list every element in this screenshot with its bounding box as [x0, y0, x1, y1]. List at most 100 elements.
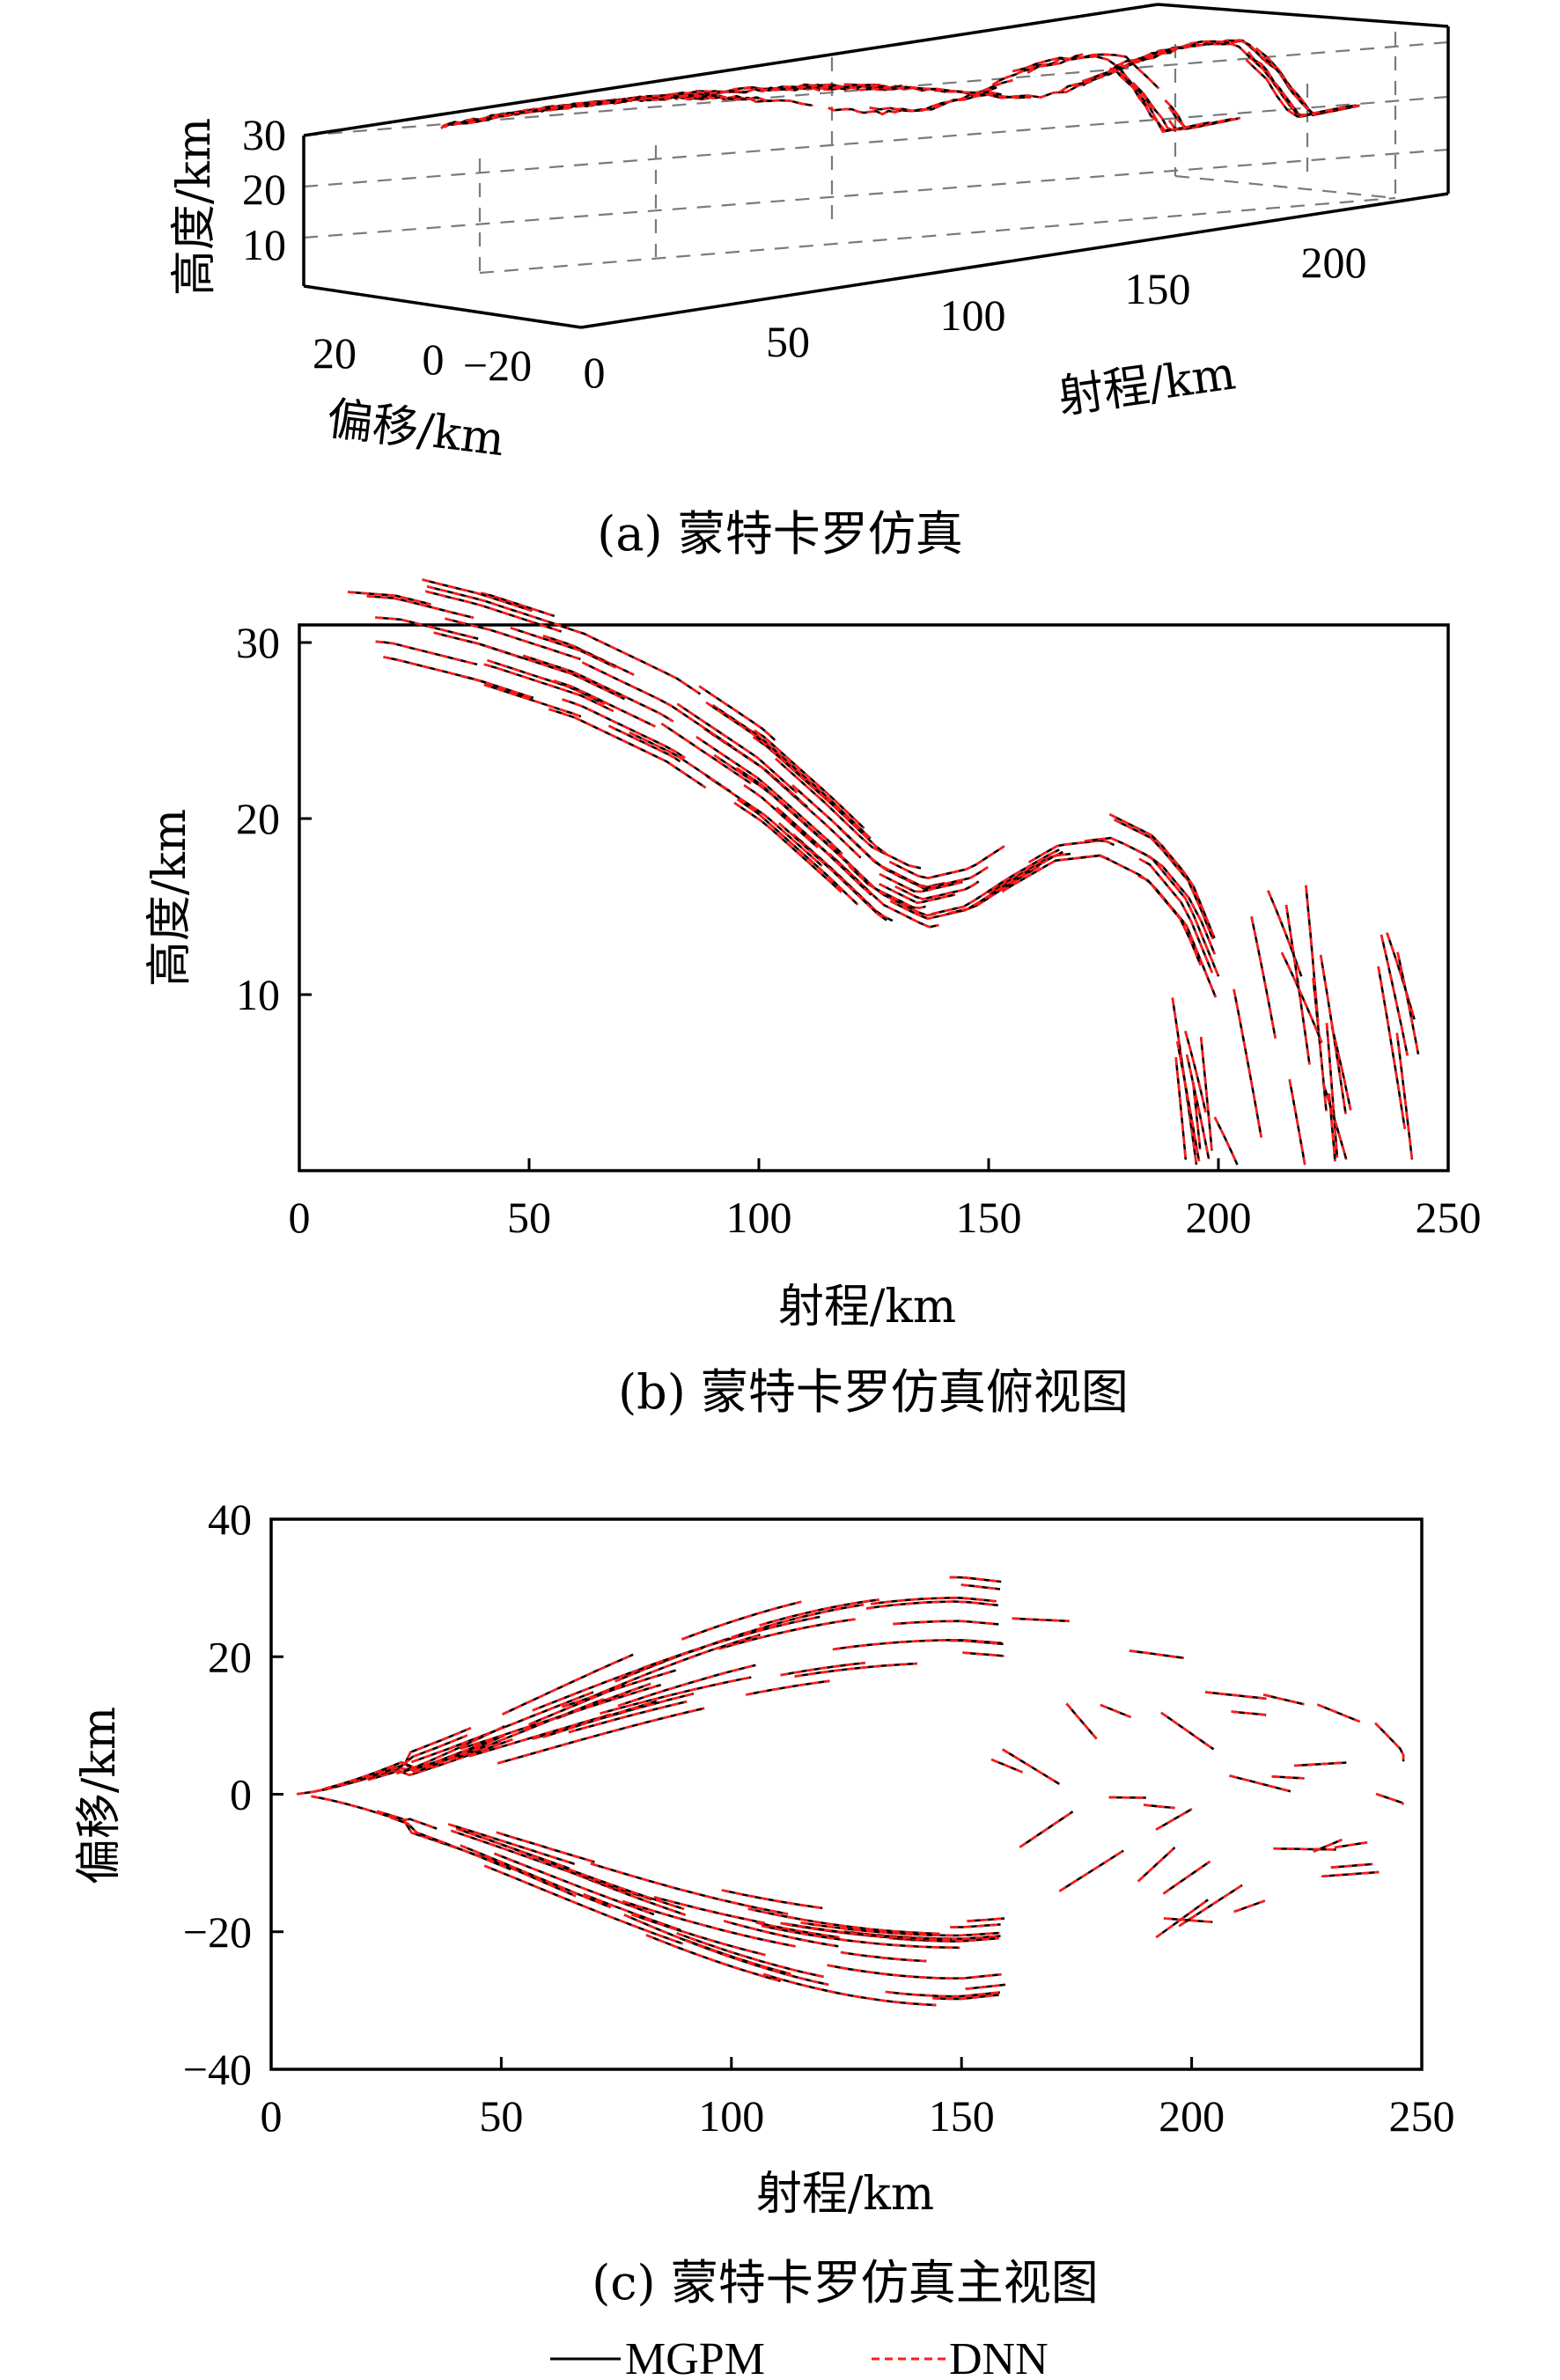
offset-segment-dnn — [759, 1598, 879, 1627]
trajectory-segment-dnn — [548, 708, 707, 789]
panel-a-trajectories — [440, 39, 1360, 134]
descent-segment-dnn — [1233, 988, 1262, 1138]
trajectory-3d-segment-dnn — [1027, 53, 1160, 90]
panel-a-z-label: 高度/km — [168, 118, 221, 296]
panel-b-ticks: 0 50 100 150 200 250 30 20 10 — [236, 618, 1482, 1242]
x-tick-label: 50 — [479, 2091, 523, 2141]
trajectory-3d-segment-dnn — [1280, 91, 1357, 118]
y-tick-label: 20 — [236, 794, 280, 843]
legend-dnn-label: DNN — [949, 2334, 1049, 2380]
scatter-segment-dnn — [1271, 1775, 1305, 1780]
trajectory-segment-dnn — [735, 767, 829, 846]
offset-segment-dnn — [568, 1700, 688, 1734]
panel-b-x-label: 射程/km — [778, 1281, 956, 1333]
trajectory-segment-dnn — [733, 802, 843, 893]
offset-segment-dnn — [800, 1921, 1000, 1937]
trajectory-segment-dnn — [698, 685, 776, 741]
trajectory-segment-dnn — [736, 798, 859, 906]
y-tick-label: −20 — [463, 341, 532, 390]
trajectory-segment-dnn — [775, 757, 922, 870]
x-tick-label: 0 — [584, 348, 606, 397]
offset-segment-mgpm — [323, 1725, 505, 1790]
trajectory-segment-dnn — [828, 844, 937, 917]
panel-b-y-label: 高度/km — [143, 809, 196, 987]
trajectory-3d-segment-dnn — [757, 83, 903, 92]
offset-segment-dnn — [950, 1639, 1004, 1646]
offset-segment-dnn — [885, 1990, 1000, 1998]
panel-b-trajectories — [348, 578, 1420, 1165]
scatter-segment-dnn — [1163, 1917, 1213, 1923]
x-tick-label: 0 — [261, 2091, 283, 2141]
offset-segment-dnn — [450, 1829, 652, 1901]
scatter-segment-dnn — [1204, 1691, 1267, 1701]
trajectory-segment-dnn — [705, 775, 823, 867]
offset-segment-dnn — [497, 1707, 705, 1765]
offset-segment-dnn — [827, 1964, 1002, 1980]
panel-a-ticks: 30 20 10 20 0 −20 0 50 100 150 200 — [242, 110, 1367, 397]
x-tick-label: 100 — [726, 1193, 792, 1242]
trajectory-segment-dnn — [791, 784, 953, 891]
offset-segment-dnn — [460, 1683, 662, 1751]
scatter-segment-dnn — [1374, 1722, 1405, 1762]
x-tick-label: 200 — [1159, 2091, 1225, 2141]
offset-segment-dnn — [962, 1651, 1004, 1657]
offset-segment-dnn — [731, 1603, 865, 1639]
offset-segment-dnn — [762, 1972, 937, 2007]
descent-segment-dnn — [1380, 934, 1409, 1056]
panel-c-caption: (c) 蒙特卡罗仿真主视图 — [592, 2255, 1099, 2310]
scatter-segment-dnn — [1334, 1840, 1368, 1849]
z-tick-label: 10 — [242, 220, 286, 269]
trajectory-segment-dnn — [743, 784, 819, 848]
trajectory-segment-dnn — [581, 661, 736, 750]
offset-segment-dnn — [528, 1684, 626, 1726]
scatter-segment-dnn — [1233, 1899, 1266, 1914]
scatter-segment-dnn — [1316, 1703, 1361, 1723]
trajectory-3d-segment-mgpm — [828, 107, 901, 116]
descent-segment-dnn — [1213, 1116, 1239, 1165]
scatter-segment-dnn — [1019, 1811, 1074, 1848]
trajectory-3d-segment-dnn — [1238, 39, 1358, 116]
scatter-segment-dnn — [1143, 1803, 1175, 1810]
legend: MGPM DNN — [550, 2334, 1049, 2380]
offset-segment-dnn — [645, 1934, 781, 1982]
x-tick-label: 100 — [940, 290, 1006, 340]
trajectory-segment-dnn — [445, 617, 581, 661]
trajectory-3d-segment-dnn — [1108, 41, 1198, 73]
descent-segment-dnn — [1267, 890, 1303, 977]
trajectory-segment-mgpm — [828, 853, 939, 929]
trajectory-segment-dnn — [894, 880, 980, 900]
trajectory-segment-dnn — [778, 822, 887, 922]
scatter-segment-dnn — [1273, 1847, 1336, 1851]
offset-segment-dnn — [481, 1836, 685, 1911]
trajectory-segment-dnn — [510, 627, 616, 669]
trajectory-segment-dnn — [375, 640, 478, 666]
offset-segment-dnn — [721, 1889, 823, 1910]
trajectory-3d-segment-dnn — [681, 94, 813, 107]
trajectory-segment-dnn — [422, 578, 533, 613]
z-tick-label: 30 — [242, 110, 286, 159]
offset-segment-mgpm — [590, 1862, 789, 1915]
offset-segment-dnn — [447, 1823, 576, 1865]
descent-segment-dnn — [1174, 1057, 1188, 1160]
trajectory-segment-dnn — [426, 584, 570, 630]
trajectory-segment-mgpm — [1108, 812, 1216, 939]
offset-segment-dnn — [840, 1950, 927, 1963]
trajectory-segment-mgpm — [791, 784, 953, 891]
panel-a-caption: (a) 蒙特卡罗仿真 — [597, 506, 963, 562]
offset-segment-dnn — [617, 1664, 756, 1708]
offset-segment-dnn — [832, 1638, 1002, 1651]
scatter-segment-dnn — [1155, 1808, 1193, 1831]
trajectory-segment-mgpm — [548, 708, 707, 789]
trajectory-3d-segment-mgpm — [1131, 81, 1203, 132]
trajectory-segment-dnn — [1137, 874, 1218, 998]
trajectory-segment-mgpm — [1138, 857, 1214, 973]
trajectory-segment-dnn — [483, 663, 614, 713]
trajectory-segment-dnn — [1114, 819, 1214, 940]
offset-segment-dnn — [949, 1576, 1002, 1583]
trajectory-3d-segment-dnn — [1245, 58, 1350, 118]
trajectory-3d-segment-dnn — [1164, 99, 1238, 130]
offset-segment-dnn — [865, 1600, 998, 1610]
z-tick-label: 20 — [242, 165, 286, 214]
y-tick-label: 0 — [230, 1770, 252, 1819]
